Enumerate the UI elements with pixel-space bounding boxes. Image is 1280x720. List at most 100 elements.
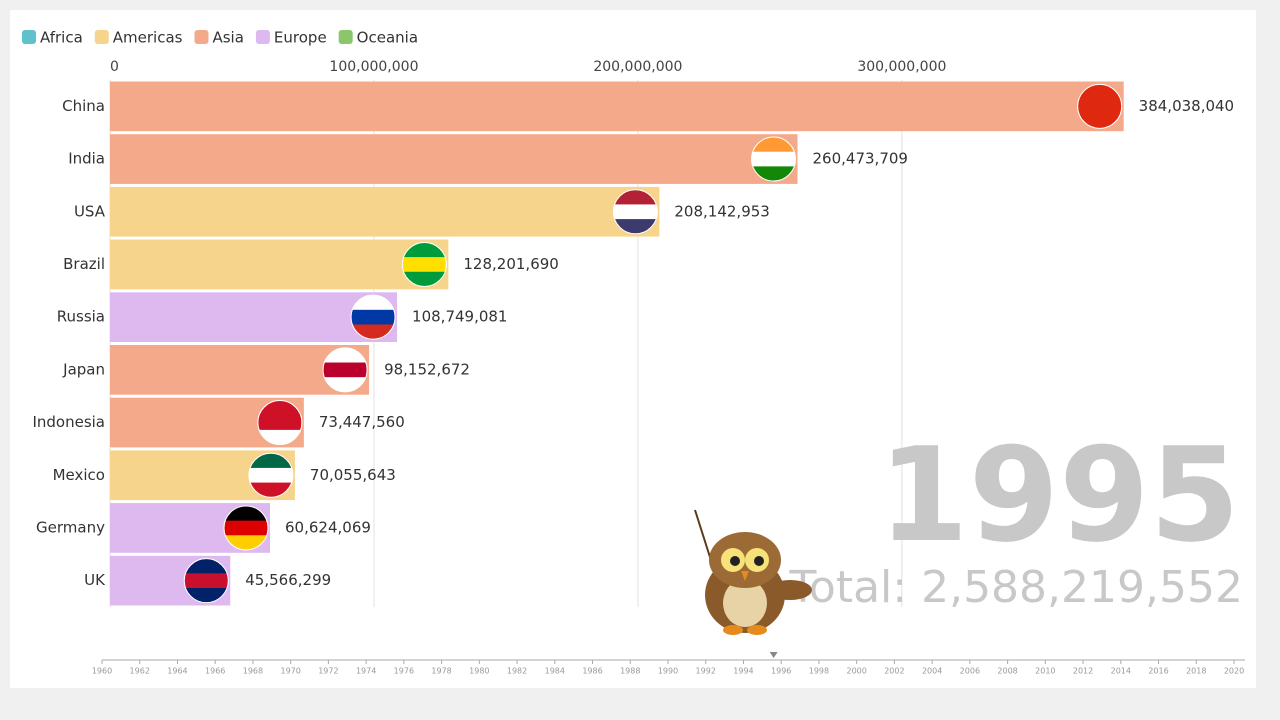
category-label: India xyxy=(68,150,105,168)
legend-swatch xyxy=(338,30,353,44)
category-label: China xyxy=(62,97,105,115)
timeline-label: 1994 xyxy=(733,667,753,676)
flag-stripe xyxy=(224,520,269,536)
flag xyxy=(248,453,293,498)
flag xyxy=(1077,84,1122,129)
flag-stripe xyxy=(1077,113,1122,129)
flag-stripe xyxy=(323,347,368,364)
flag-stripe xyxy=(224,505,269,522)
x-tick-label: 300,000,000 xyxy=(857,59,946,75)
flag-stripe xyxy=(257,415,302,431)
flag-stripe xyxy=(751,166,796,182)
timeline-label: 1982 xyxy=(507,667,527,676)
timeline-label: 1984 xyxy=(545,667,565,676)
category-label: Brazil xyxy=(63,255,105,273)
timeline-label: 1970 xyxy=(280,667,300,676)
timeline-label: 2012 xyxy=(1073,667,1093,676)
flag xyxy=(323,347,368,392)
value-label: 60,624,069 xyxy=(285,518,371,536)
timeline-label: 2008 xyxy=(997,667,1017,676)
flag-stripe xyxy=(402,271,447,287)
timeline-label: 2016 xyxy=(1148,667,1168,676)
timeline-label: 2000 xyxy=(846,667,866,676)
timeline-label: 2002 xyxy=(884,667,904,676)
flag-stripe xyxy=(751,151,796,167)
year: 1995 xyxy=(878,419,1240,571)
flag-stripe xyxy=(613,204,658,220)
flag-stripe xyxy=(248,482,293,498)
flag xyxy=(751,137,796,182)
flag-stripe xyxy=(323,377,368,392)
flag-stripe xyxy=(184,573,229,589)
flag-stripe xyxy=(351,295,396,311)
bar xyxy=(110,134,798,184)
total: Total: 2,588,219,552 xyxy=(789,562,1243,613)
legend-label: Oceania xyxy=(357,29,418,47)
flag xyxy=(613,189,658,234)
flag-stripe xyxy=(402,257,447,273)
flag-stripe xyxy=(257,400,302,416)
timeline-label: 1998 xyxy=(809,667,829,676)
flag-stripe xyxy=(184,587,229,603)
flag-rim xyxy=(183,558,229,604)
flag-stripe xyxy=(224,535,269,550)
legend-swatch xyxy=(194,30,209,44)
timeline-label: 2010 xyxy=(1035,667,1055,676)
value-label: 108,749,081 xyxy=(412,308,507,326)
flag-rim xyxy=(612,189,658,235)
x-tick-label: 200,000,000 xyxy=(593,59,682,75)
timeline-label: 1996 xyxy=(771,667,791,676)
owl xyxy=(694,509,812,635)
legend-label: Africa xyxy=(40,29,83,47)
value-label: 208,142,953 xyxy=(674,202,769,220)
timeline-label: 1968 xyxy=(243,667,263,676)
flag-stripe xyxy=(257,429,302,445)
flag-stripe xyxy=(351,324,396,340)
flag-rim xyxy=(322,347,368,393)
timeline-label: 2004 xyxy=(922,667,942,676)
legend-label: Europe xyxy=(274,29,327,47)
flag-rim xyxy=(350,294,396,340)
flag xyxy=(257,400,302,445)
flag-rim xyxy=(1077,83,1123,129)
flag-rim xyxy=(751,136,797,182)
timeline-label: 1978 xyxy=(431,667,451,676)
timeline-label: 1986 xyxy=(582,667,602,676)
timeline-label: 1974 xyxy=(356,667,376,676)
timeline-label: 1960 xyxy=(92,667,112,676)
timeline-label: 1990 xyxy=(658,667,678,676)
flag-rim xyxy=(257,400,303,446)
value-label: 73,447,560 xyxy=(319,413,405,431)
timeline-label: 1988 xyxy=(620,667,640,676)
legend-swatch xyxy=(22,30,36,44)
timeline-label: 2020 xyxy=(1224,667,1244,676)
category-label: Germany xyxy=(36,518,105,536)
flag-rim xyxy=(248,452,294,498)
category-label: Japan xyxy=(62,360,105,378)
flag-stripe xyxy=(323,362,368,378)
legend-label: Asia xyxy=(212,29,243,47)
flag-stripe xyxy=(613,189,658,205)
timeline-label: 2006 xyxy=(960,667,980,676)
x-tick-label: 100,000,000 xyxy=(329,59,418,75)
bars: China 384,038,040 India 260,473,709 USA 208,1… xyxy=(32,81,1234,606)
timeline-label: 2014 xyxy=(1111,667,1131,676)
timeline-label: 1966 xyxy=(205,667,225,676)
flag xyxy=(351,295,396,340)
timeline-label: 1992 xyxy=(696,667,716,676)
flag-stripe xyxy=(248,453,293,469)
legend-swatch xyxy=(94,30,109,44)
timeline-label: 2018 xyxy=(1186,667,1206,676)
timeline-label: 1980 xyxy=(469,667,489,676)
flag xyxy=(402,242,447,287)
timeline-label: 1976 xyxy=(394,667,414,676)
flag-stripe xyxy=(1077,99,1122,115)
flag-stripe xyxy=(613,219,658,234)
bar xyxy=(110,81,1124,132)
timeline-label: 1972 xyxy=(318,667,338,676)
value-label: 128,201,690 xyxy=(463,255,558,273)
legend-swatch xyxy=(255,30,270,44)
category-label: Mexico xyxy=(53,466,105,484)
